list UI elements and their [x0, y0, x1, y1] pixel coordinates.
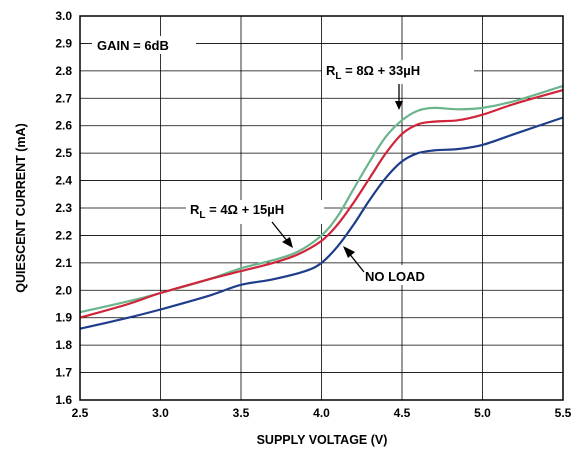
rl8-label-bg [322, 60, 474, 84]
rl4-suffix: = 4Ω + 15µH [206, 202, 285, 217]
x-tick-labels: 2.5 3.0 3.5 4.0 4.5 5.0 5.5 [72, 406, 572, 420]
rl4-label-bg [186, 200, 324, 224]
y-tick-label-2: 1.8 [55, 338, 72, 352]
x-tick-label-0: 2.5 [72, 406, 89, 420]
x-tick-label-3: 4.0 [313, 406, 330, 420]
rl4-annotation: RL = 4Ω + 15µH [190, 202, 284, 221]
noload-arrowhead [343, 246, 355, 258]
noload-label-bg [362, 265, 438, 285]
y-tick-label-12: 2.8 [55, 64, 72, 78]
y-tick-label-6: 2.2 [55, 228, 72, 242]
y-tick-label-13: 2.9 [55, 36, 72, 50]
x-tick-label-2: 3.5 [233, 406, 250, 420]
x-tick-label-5: 5.0 [474, 406, 491, 420]
y-axis-label: QUIESCENT CURRENT (mA) [14, 123, 28, 292]
noload-annotation: NO LOAD [365, 269, 425, 284]
y-tick-label-14: 3.0 [55, 9, 72, 23]
rl8-suffix: = 8Ω + 33µH [342, 63, 421, 78]
y-tick-label-5: 2.1 [55, 256, 72, 270]
x-tick-label-6: 5.5 [555, 406, 572, 420]
y-tick-label-4: 2.0 [55, 283, 72, 297]
series-group [79, 84, 564, 330]
rl4-subscript: L [199, 210, 205, 221]
rl8-prefix: R [326, 63, 336, 78]
y-tick-label-9: 2.5 [55, 146, 72, 160]
rl8-subscript: L [335, 71, 341, 82]
y-tick-label-1: 1.7 [55, 366, 72, 380]
x-axis-label: SUPPLY VOLTAGE (V) [257, 433, 388, 447]
series-line-noload [79, 116, 564, 330]
x-tick-label-4: 4.5 [394, 406, 411, 420]
y-tick-label-10: 2.6 [55, 119, 72, 133]
rl4-pointer-line [271, 221, 289, 243]
series-line-rl4 [79, 89, 564, 319]
plot-frame [79, 15, 564, 401]
gain-annotation: GAIN = 6dB [97, 38, 169, 53]
y-tick-label-3: 1.9 [55, 311, 72, 325]
y-tick-labels: 1.6 1.7 1.8 1.9 2.0 2.1 2.2 2.3 2.4 2.5 2.6 2.7 2.8 2… [55, 9, 72, 407]
y-tick-label-7: 2.3 [55, 201, 72, 215]
rl8-arrowhead [395, 101, 403, 110]
rl4-prefix: R [190, 202, 200, 217]
y-tick-label-11: 2.7 [55, 91, 72, 105]
y-tick-label-8: 2.4 [55, 174, 72, 188]
rl4-arrowhead [282, 237, 293, 248]
x-tick-label-1: 3.0 [152, 406, 169, 420]
rl8-annotation: RL = 8Ω + 33µH [326, 63, 420, 82]
gain-label-bg [92, 36, 196, 54]
y-tick-label-0: 1.6 [55, 393, 72, 407]
